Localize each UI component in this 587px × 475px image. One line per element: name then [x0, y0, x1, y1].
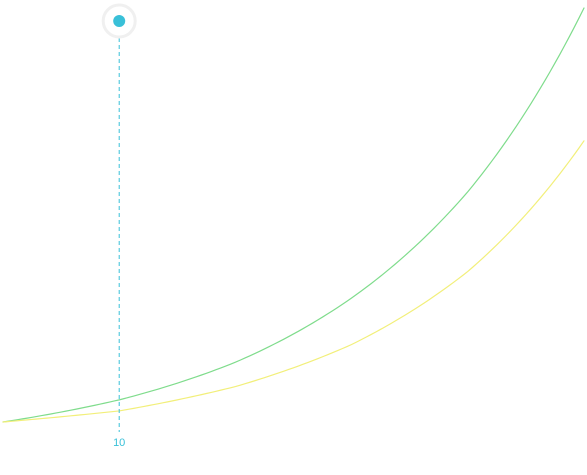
cursor-handle-dot[interactable] — [113, 15, 126, 27]
series-line-1 — [2, 7, 585, 423]
cursor-layer: 10 — [101, 3, 137, 449]
cursor-x-label: 10 — [113, 437, 125, 449]
series-layer — [2, 7, 585, 423]
series-line-2 — [2, 140, 585, 423]
